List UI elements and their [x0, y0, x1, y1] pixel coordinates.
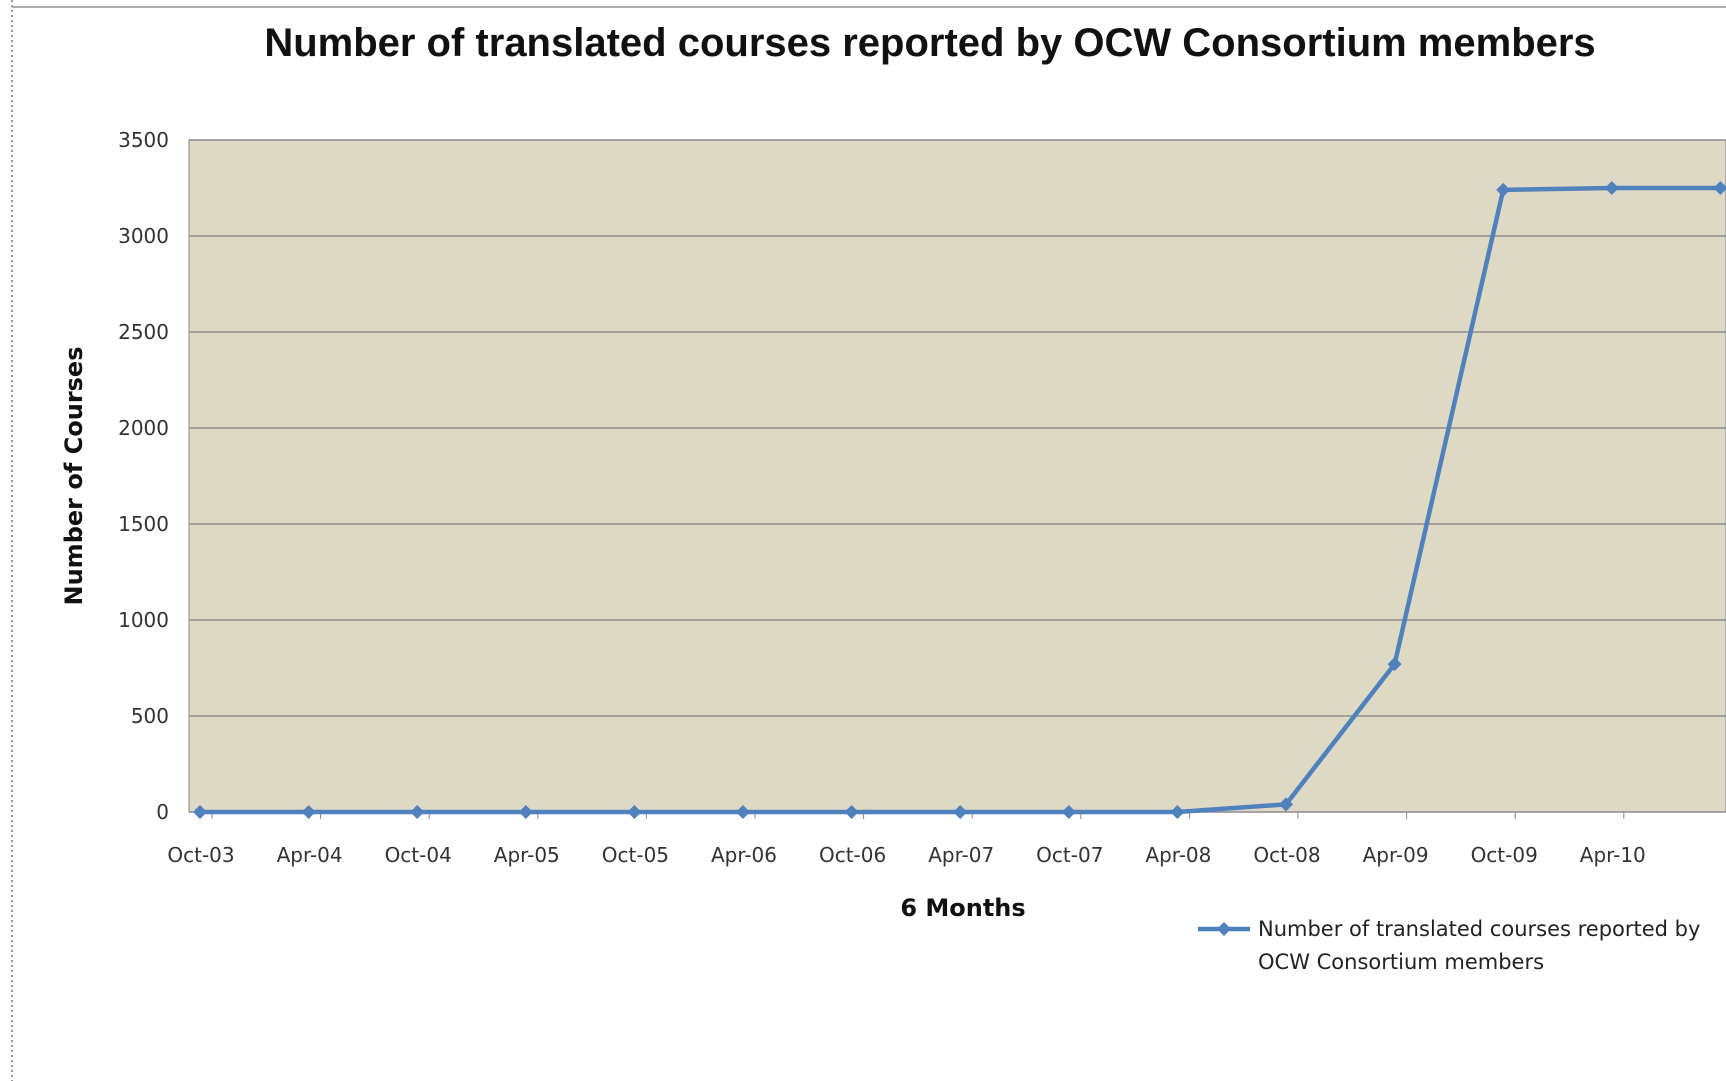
data-point — [1170, 805, 1185, 819]
data-point — [1496, 182, 1511, 197]
x-tick-label: Oct-06 — [819, 843, 886, 867]
x-tick-label: Apr-06 — [711, 843, 777, 867]
x-tick-label: Oct-08 — [1253, 843, 1320, 867]
x-axis-label: 6 Months — [900, 894, 1025, 922]
data-point — [953, 805, 968, 819]
y-tick-label: 0 — [156, 800, 169, 824]
legend-label: Number of translated courses reported by… — [1258, 917, 1701, 974]
data-point — [518, 805, 533, 819]
x-tick-label: Apr-04 — [277, 843, 343, 867]
y-tick-label: 2000 — [118, 416, 169, 440]
data-point — [1061, 805, 1076, 819]
data-point — [410, 805, 425, 819]
x-tick-label: Apr-05 — [494, 843, 560, 867]
y-tick-label: 2500 — [118, 320, 169, 344]
x-tick-label: Oct-07 — [1036, 843, 1103, 867]
x-tick-label: Oct-09 — [1471, 843, 1538, 867]
x-tick-label: Apr-09 — [1363, 843, 1429, 867]
data-point — [1387, 657, 1402, 672]
x-tick-label: Oct-03 — [167, 843, 234, 867]
data-point — [844, 805, 859, 819]
data-point — [301, 805, 316, 819]
data-point — [193, 805, 207, 819]
data-point — [1279, 797, 1293, 812]
y-tick-label: 1500 — [118, 512, 169, 536]
data-point — [736, 805, 750, 819]
data-point — [1604, 181, 1619, 195]
y-axis-label: Number of Courses — [60, 347, 88, 606]
y-tick-label: 3000 — [118, 224, 169, 248]
x-tick-label: Apr-08 — [1145, 843, 1211, 867]
data-point — [627, 805, 642, 819]
x-tick-label: Oct-05 — [602, 843, 669, 867]
chart-title: Number of translated courses reported by… — [264, 21, 1596, 65]
x-tick-label: Apr-07 — [928, 843, 994, 867]
y-tick-label: 500 — [131, 704, 169, 728]
legend-marker — [1217, 922, 1231, 936]
x-tick-label: Oct-04 — [385, 843, 452, 867]
y-tick-label: 3500 — [118, 128, 169, 152]
plot-area — [188, 139, 1726, 813]
y-tick-label: 1000 — [118, 608, 169, 632]
x-tick-label: Apr-10 — [1580, 843, 1646, 867]
data-point — [1713, 181, 1726, 195]
